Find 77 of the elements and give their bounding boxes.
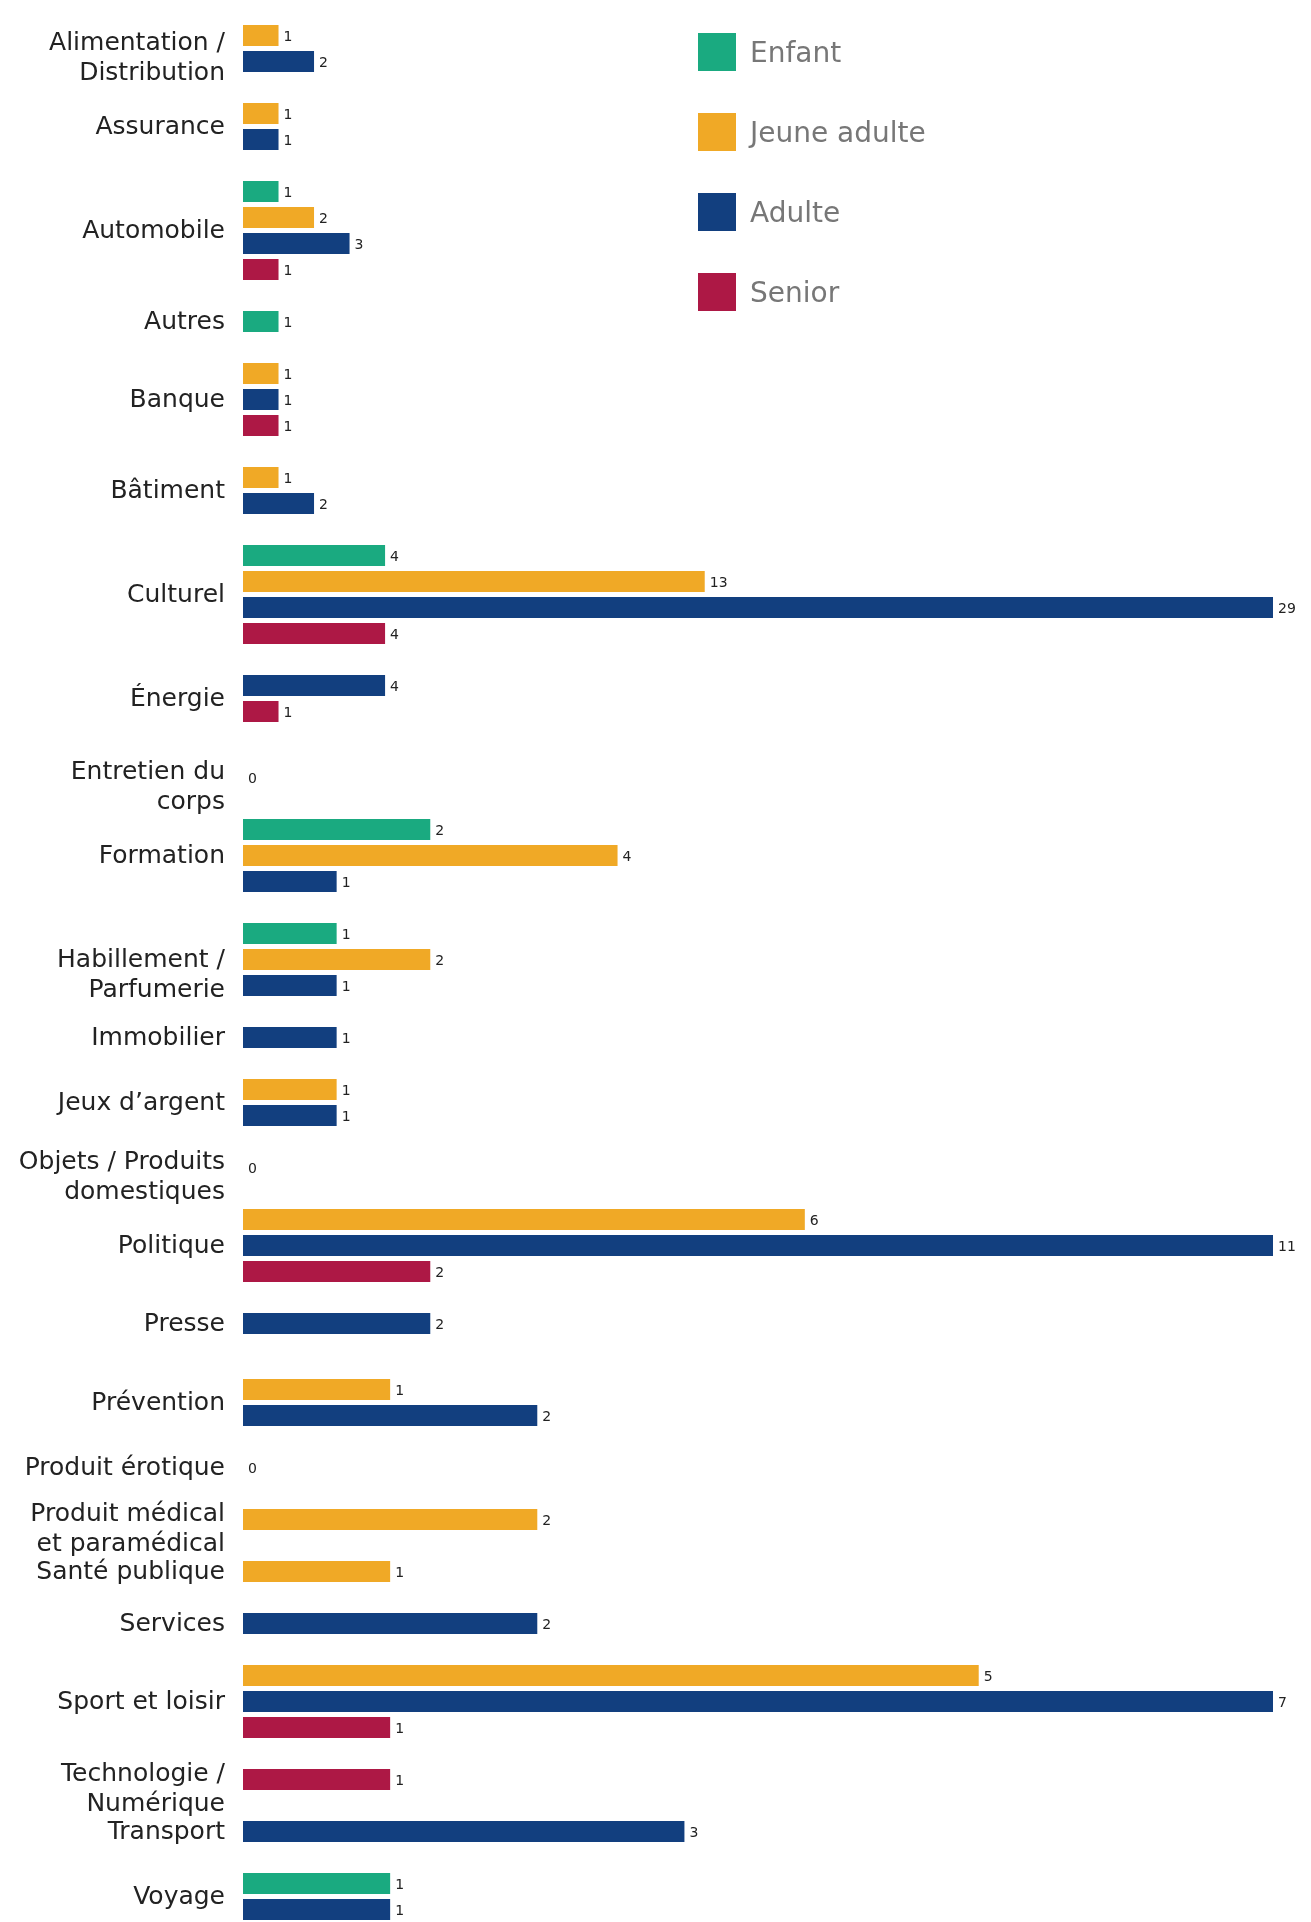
y-tick-label: Presse bbox=[143, 1308, 225, 1337]
legend-label: Adulte bbox=[750, 195, 841, 229]
data-label: 1 bbox=[395, 1901, 405, 1918]
y-tick-label: Banque bbox=[129, 384, 225, 413]
data-label: 1 bbox=[283, 183, 293, 200]
data-label: 1 bbox=[395, 1875, 405, 1892]
data-label: 4 bbox=[622, 847, 632, 864]
data-label: 1 bbox=[341, 1081, 351, 1098]
data-label: 6 bbox=[809, 1211, 819, 1228]
data-label: 2 bbox=[319, 53, 328, 70]
y-tick-label: Immobilier bbox=[91, 1022, 226, 1051]
data-label: 0 bbox=[248, 1159, 257, 1176]
y-tick-label: Autres bbox=[144, 306, 225, 335]
y-tick-label: Assurance bbox=[95, 111, 225, 140]
data-label: 2 bbox=[319, 209, 328, 226]
data-label: 2 bbox=[319, 495, 328, 512]
data-label: 1 bbox=[395, 1381, 405, 1398]
legend-label: Enfant bbox=[750, 35, 842, 69]
y-tick-label: Formation bbox=[98, 840, 225, 869]
data-label: 1 bbox=[341, 977, 351, 994]
y-tick-label: Transport bbox=[106, 1816, 226, 1845]
data-label: 29 bbox=[1278, 599, 1296, 616]
data-label: 5 bbox=[983, 1667, 993, 1684]
data-label: 1 bbox=[283, 261, 293, 278]
y-tick-label: Services bbox=[119, 1608, 225, 1637]
data-label: 2 bbox=[435, 1263, 445, 1280]
y-tick-label: Objets / Produits domestiques bbox=[18, 1146, 225, 1205]
data-label: 13 bbox=[709, 573, 728, 590]
data-label: 2 bbox=[435, 951, 445, 968]
y-tick-label: Sport et loisir bbox=[57, 1686, 226, 1715]
data-label: 1 bbox=[341, 1107, 351, 1124]
y-tick-label: Produit médical et paramédical bbox=[30, 1498, 225, 1557]
data-label: 1 bbox=[283, 703, 293, 720]
y-tick-label: Alimentation / Distribution bbox=[49, 27, 226, 86]
data-label: 1 bbox=[341, 873, 351, 890]
y-tick-label: Santé publique bbox=[36, 1556, 225, 1585]
data-label: 1 bbox=[283, 105, 293, 122]
y-tick-label: Automobile bbox=[82, 215, 225, 244]
data-label: 2 bbox=[542, 1511, 552, 1528]
data-label: 1 bbox=[341, 1029, 351, 1046]
data-label: 1 bbox=[283, 131, 293, 148]
data-label: 1 bbox=[395, 1719, 405, 1736]
data-label: 1 bbox=[395, 1563, 405, 1580]
data-label: 0 bbox=[248, 1459, 257, 1476]
y-tick-label: Technologie / Numérique bbox=[60, 1758, 226, 1817]
data-label: 3 bbox=[354, 235, 364, 252]
legend-label: Senior bbox=[750, 275, 840, 309]
data-label: 3 bbox=[689, 1823, 699, 1840]
data-label: 4 bbox=[390, 547, 400, 564]
data-label: 1 bbox=[283, 469, 293, 486]
y-tick-label: Entretien du corps bbox=[70, 756, 225, 815]
y-tick-label: Produit érotique bbox=[24, 1452, 225, 1481]
data-label: 4 bbox=[390, 625, 400, 642]
legend-label: Jeune adulte bbox=[750, 115, 926, 149]
y-tick-label: Culturel bbox=[127, 579, 225, 608]
y-tick-label: Énergie bbox=[129, 683, 225, 712]
data-label: 2 bbox=[542, 1407, 552, 1424]
y-tick-label: Bâtiment bbox=[110, 475, 226, 504]
data-label: 1 bbox=[283, 27, 293, 44]
data-label: 1 bbox=[283, 365, 293, 382]
data-label: 7 bbox=[1278, 1693, 1287, 1710]
y-tick-label: Politique bbox=[117, 1230, 225, 1259]
data-label: 4 bbox=[390, 677, 400, 694]
data-label: 11 bbox=[1278, 1237, 1296, 1254]
data-label: 0 bbox=[248, 769, 257, 786]
data-label: 2 bbox=[435, 1315, 445, 1332]
y-tick-label: Voyage bbox=[133, 1881, 225, 1910]
data-label: 1 bbox=[283, 391, 293, 408]
y-tick-label: Jeux d’argent bbox=[55, 1087, 226, 1116]
data-label: 1 bbox=[341, 925, 351, 942]
data-label: 1 bbox=[395, 1771, 405, 1788]
data-label: 2 bbox=[542, 1615, 552, 1632]
data-label: 2 bbox=[435, 821, 445, 838]
y-tick-label: Prévention bbox=[91, 1387, 225, 1416]
data-label: 1 bbox=[283, 313, 293, 330]
y-tick-label: Habillement / Parfumerie bbox=[57, 944, 226, 1003]
data-label: 1 bbox=[283, 417, 293, 434]
